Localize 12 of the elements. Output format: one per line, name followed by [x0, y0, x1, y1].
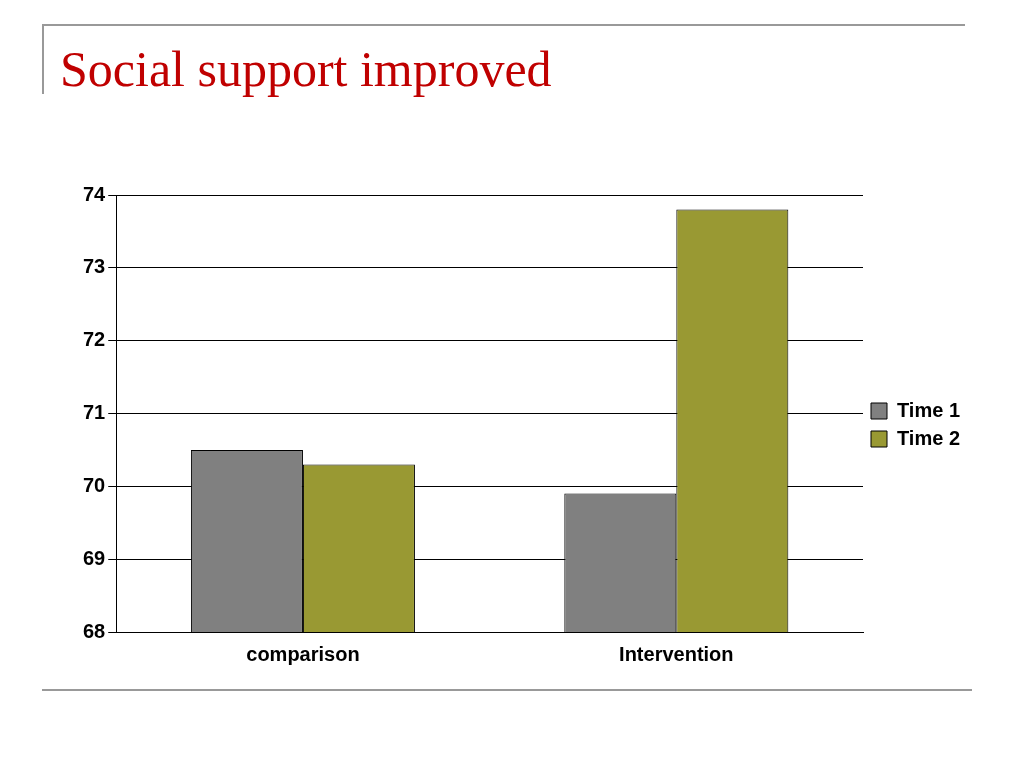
y-tick-label: 72: [83, 328, 106, 351]
legend-label: Time 1: [897, 398, 960, 421]
chart-title: Social support improved: [60, 40, 552, 98]
y-tick-label: 71: [83, 401, 106, 424]
y-tick-label: 70: [83, 473, 106, 496]
x-tick-label: Intervention: [619, 642, 734, 665]
x-tick-label: comparison: [246, 642, 360, 665]
y-tick-label: 74: [83, 182, 107, 205]
legend-label: Time 2: [897, 426, 960, 449]
y-tick-label: 68: [83, 619, 106, 642]
y-tick-label: 69: [83, 546, 106, 569]
y-tick-label: 73: [83, 255, 106, 278]
